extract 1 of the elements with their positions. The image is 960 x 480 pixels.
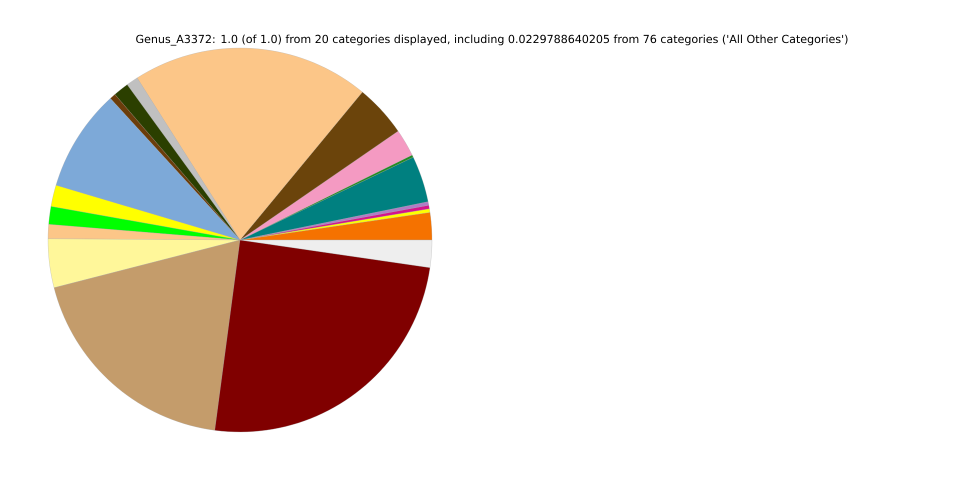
text: Genus_A3372: 1.0 (of 1.0) from 20 categories displayed, including 0.0229788640205 from 76 categories ('All Other Categories') <box>136 34 848 46</box>
